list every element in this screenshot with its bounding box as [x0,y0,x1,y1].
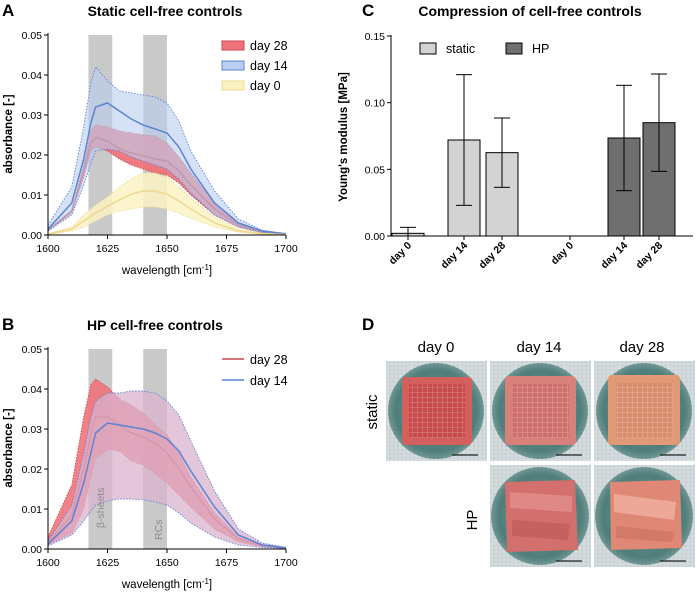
panel-d-label: D [362,315,374,334]
sd-band-day14 [48,391,286,549]
x-ticks: 1600 1625 1650 1675 1700 [36,549,298,569]
legend: day 28 day 14 day 0 [221,39,288,93]
y-tick-label: 0.04 [22,70,43,82]
sd-band-day0 [48,173,286,235]
x-tick-label: 1700 [274,243,298,255]
photo-static-day14 [490,361,591,461]
lower-bound-day0 [47,206,287,236]
photo-hp-day14 [490,465,591,567]
x-tick-label: day 28 [477,240,509,272]
panel-c-label: C [362,1,374,20]
legend-item-day14: day 14 [221,59,288,73]
spectra [47,378,287,549]
y-axis-label: absorbance [-] [3,408,15,487]
panel-c-title: Compression of cell-free controls [418,3,641,19]
upper-bound-day14 [47,390,287,548]
x-ticks: day 0 day 14 day 28 day 0 day 14 day 28 [387,236,666,272]
y-axis-label: Young's modulus [MPa] [338,72,350,202]
x-tick-label: 1675 [215,243,239,255]
photo-static-day0 [386,361,487,461]
y-tick-label: 0.02 [22,150,43,162]
panel-b-title: HP cell-free controls [87,317,223,333]
mean-line-day14 [47,102,287,235]
upper-bound-day14 [47,66,287,235]
x-tick-label: day 14 [599,240,631,272]
x-axis-label: wavelength [cm-1] [121,577,212,591]
panel-a-label: A [2,1,14,20]
y-tick-label: 0.10 [365,98,386,110]
svg-text:static: static [446,42,475,56]
lower-bound-day14 [47,148,287,235]
y-tick-label: 0.15 [365,31,386,43]
y-tick-label: 0.05 [22,344,43,356]
y-tick-label: 0.05 [365,164,386,176]
legend-item-day28: day 28 [222,353,288,367]
y-ticks: 0.00 0.01 0.02 0.03 0.04 0.05 [22,30,48,242]
col-label-day14: day 14 [516,339,561,356]
y-ticks: 0.00 0.05 0.10 0.15 [365,31,391,243]
svg-text:day 28: day 28 [250,39,288,53]
band-label-beta-sheets: β-sheets [95,488,107,528]
y-axis-label: absorbance [-] [3,94,15,173]
panel-b: B HP cell-free controls 0.00 0.01 0.02 0.03… [2,315,298,591]
mean-line-day0 [47,190,287,236]
y-tick-label: 0.03 [22,110,43,122]
x-tick-label: 1600 [36,243,60,255]
x-tick-label: 1700 [274,557,298,569]
sd-band-day14 [48,67,286,235]
panel-c: C Compression of cell-free controls 0.00… [338,1,693,271]
svg-text:day 14: day 14 [250,374,288,388]
y-tick-label: 0.01 [22,504,43,516]
x-tick-label: 1675 [215,557,239,569]
y-tick-label: 0.04 [22,384,43,396]
svg-text:day 14: day 14 [250,59,288,73]
legend-item-day14: day 14 [222,374,288,388]
legend: day 28 day 14 [222,353,288,388]
y-tick-label: 0.00 [22,230,43,242]
legend-item-static: static [419,42,475,56]
x-tick-label: day 0 [549,240,577,268]
y-tick-label: 0.02 [22,464,43,476]
y-ticks: 0.00 0.01 0.02 0.03 0.04 0.05 [22,344,48,556]
photo-static-day28 [594,361,695,461]
y-tick-label: 0.00 [365,231,386,243]
x-tick-label: day 14 [439,240,471,272]
y-tick-label: 0.03 [22,424,43,436]
spectra [47,66,287,236]
upper-bound-day0 [47,172,287,236]
x-tick-label: 1625 [96,557,120,569]
x-tick-label: 1650 [155,557,179,569]
legend-item-hp: HP [505,42,549,56]
x-ticks: 1600 1625 1650 1675 1700 [36,235,298,255]
col-label-day28: day 28 [619,339,664,356]
panel-a: A Static cell-free controls 0.00 0.01 0.02… [2,1,298,277]
y-tick-label: 0.00 [22,544,43,556]
svg-text:HP: HP [532,42,549,56]
legend-item-day28: day 28 [221,39,288,53]
panel-a-title: Static cell-free controls [88,3,243,19]
x-tick-label: 1625 [96,243,120,255]
band-label-rcs: RCs [153,520,165,540]
legend: static HP [419,42,549,56]
photo-hp-day28 [594,465,695,567]
col-label-day0: day 0 [418,339,455,356]
svg-text:day 0: day 0 [250,79,281,93]
panel-b-label: B [2,315,14,334]
mean-line-day14 [47,422,287,549]
x-tick-label: 1600 [36,557,60,569]
x-axis-label: wavelength [cm-1] [121,263,212,277]
x-tick-label: day 28 [634,240,666,272]
y-tick-label: 0.05 [22,30,43,42]
svg-text:day 28: day 28 [250,353,288,367]
legend-item-day0: day 0 [221,79,281,93]
panel-d: D day 0 day 14 day 28 static HP [362,315,695,567]
row-label-static: static [364,394,381,430]
y-tick-label: 0.01 [22,190,43,202]
bars [391,73,676,237]
row-label-hp: HP [464,510,481,531]
x-tick-label: day 0 [387,240,415,268]
x-tick-label: 1650 [155,243,179,255]
